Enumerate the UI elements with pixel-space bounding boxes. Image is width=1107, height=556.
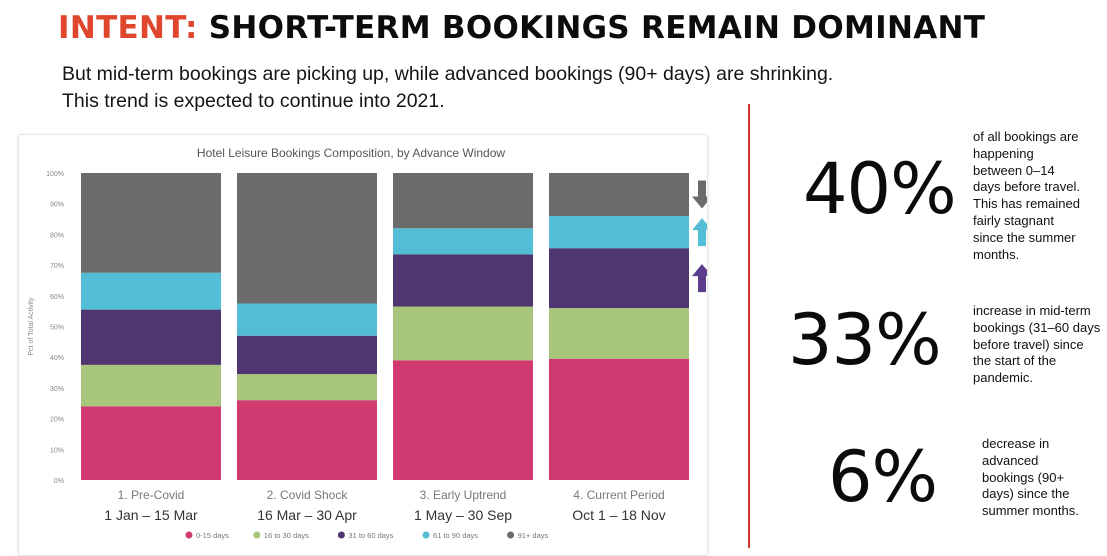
stat-description: of all bookings are happening between 0–… — [973, 129, 1080, 263]
y-axis-label: Pct of Total Activity — [28, 297, 35, 356]
y-tick-label: 60% — [50, 294, 64, 301]
legend-label: 0-15 days — [196, 531, 229, 540]
stat-description: increase in mid-term bookings (31–60 day… — [973, 303, 1100, 387]
legend-label: 31 to 60 days — [348, 531, 393, 540]
legend-swatch — [422, 531, 430, 539]
date-range-label: Oct 1 – 18 Nov — [572, 507, 665, 523]
title-accent: INTENT: — [58, 10, 198, 46]
stat-line: bookings (31–60 days — [973, 319, 1101, 335]
date-range-label: 16 Mar – 30 Apr — [257, 507, 357, 523]
stat-line: days before travel. — [973, 179, 1080, 195]
date-range-label: 1 Jan – 15 Mar — [104, 507, 198, 523]
bar-segment — [393, 173, 533, 229]
stat-line: months. — [973, 246, 1020, 262]
bar-segment — [237, 173, 377, 304]
x-tick-label: 4. Current Period — [573, 488, 664, 502]
subtitle-line: This trend is expected to continue into … — [62, 90, 445, 112]
arrow-down-icon — [692, 180, 707, 209]
stat-line: between 0–14 — [973, 162, 1055, 178]
stat-value: 40% — [803, 148, 957, 230]
subtitle-line: But mid-term bookings are picking up, wh… — [62, 63, 834, 85]
date-range-label: 1 May – 30 Sep — [414, 507, 512, 523]
stat-value: 33% — [788, 299, 942, 381]
legend-swatch — [253, 531, 261, 539]
stat-line: before travel) since — [973, 336, 1084, 352]
stat-line: This has remained — [973, 196, 1080, 212]
bar-segment — [237, 303, 377, 336]
bar-segment — [81, 364, 221, 407]
y-tick-label: 90% — [50, 202, 64, 209]
y-tick-label: 70% — [50, 263, 64, 270]
bar-segment — [393, 228, 533, 255]
legend-label: 61 to 90 days — [433, 531, 478, 540]
bar-segment — [81, 406, 221, 480]
bar-segment — [237, 335, 377, 375]
y-tick-label: 50% — [50, 325, 64, 332]
stat-line: pandemic. — [973, 370, 1033, 386]
bar-segment — [549, 215, 689, 249]
stat-line: happening — [973, 145, 1034, 161]
legend-swatch — [507, 531, 515, 539]
bar-segment — [81, 309, 221, 365]
bar-segment — [81, 272, 221, 310]
y-tick-label: 20% — [50, 417, 64, 424]
legend-swatch — [185, 531, 193, 539]
bar-segment — [81, 173, 221, 273]
bar-segment — [549, 248, 689, 309]
bar-segment — [237, 374, 377, 401]
bar-segment — [393, 254, 533, 307]
stat-value: 6% — [828, 436, 938, 518]
y-tick-label: 30% — [50, 386, 64, 393]
y-tick-label: 10% — [50, 447, 64, 454]
bar-segment — [393, 306, 533, 361]
page-title: INTENT: SHORT-TERM BOOKINGS REMAIN DOMIN… — [58, 10, 985, 46]
x-tick-label: 2. Covid Shock — [267, 488, 349, 502]
x-tick-label: 3. Early Uptrend — [420, 488, 507, 502]
stat-line: bookings (90+ — [982, 469, 1065, 485]
arrow-up-icon — [692, 264, 707, 293]
stat-line: of all bookings are — [973, 129, 1079, 144]
vertical-divider — [748, 104, 750, 548]
y-tick-label: 0% — [54, 478, 64, 485]
bar-segment — [549, 358, 689, 480]
legend-label: 91+ days — [518, 531, 549, 540]
chart-title: Hotel Leisure Bookings Composition, by A… — [197, 146, 505, 160]
arrow-up-icon — [692, 218, 707, 247]
stacked-bar-chart: Hotel Leisure Bookings Composition, by A… — [28, 146, 707, 540]
y-tick-label: 40% — [50, 355, 64, 362]
stat-line: fairly stagnant — [973, 212, 1054, 228]
page-subtitle: But mid-term bookings are picking up, wh… — [62, 61, 1012, 115]
stat-line: increase in mid-term — [973, 303, 1091, 318]
stat-line: summer months. — [982, 503, 1079, 519]
legend-swatch — [337, 531, 345, 539]
bar-segment — [549, 308, 689, 359]
title-text: SHORT-TERM BOOKINGS REMAIN DOMINANT — [197, 10, 986, 46]
stat-description: decrease in advanced bookings (90+ days)… — [982, 436, 1079, 520]
y-tick-label: 100% — [46, 171, 64, 178]
stat-line: days) since the — [982, 486, 1070, 502]
stat-line: advanced — [982, 452, 1039, 468]
x-tick-label: 1. Pre-Covid — [118, 488, 185, 502]
bar-segment — [393, 360, 533, 480]
y-tick-label: 80% — [50, 232, 64, 239]
legend-label: 16 to 30 days — [264, 531, 309, 540]
stat-line: the start of the — [973, 353, 1057, 369]
stat-line: decrease in — [982, 436, 1050, 451]
stat-line: since the summer — [973, 229, 1076, 245]
bar-segment — [237, 400, 377, 480]
bar-segment — [549, 173, 689, 216]
chart-card: Hotel Leisure Bookings Composition, by A… — [18, 134, 708, 556]
